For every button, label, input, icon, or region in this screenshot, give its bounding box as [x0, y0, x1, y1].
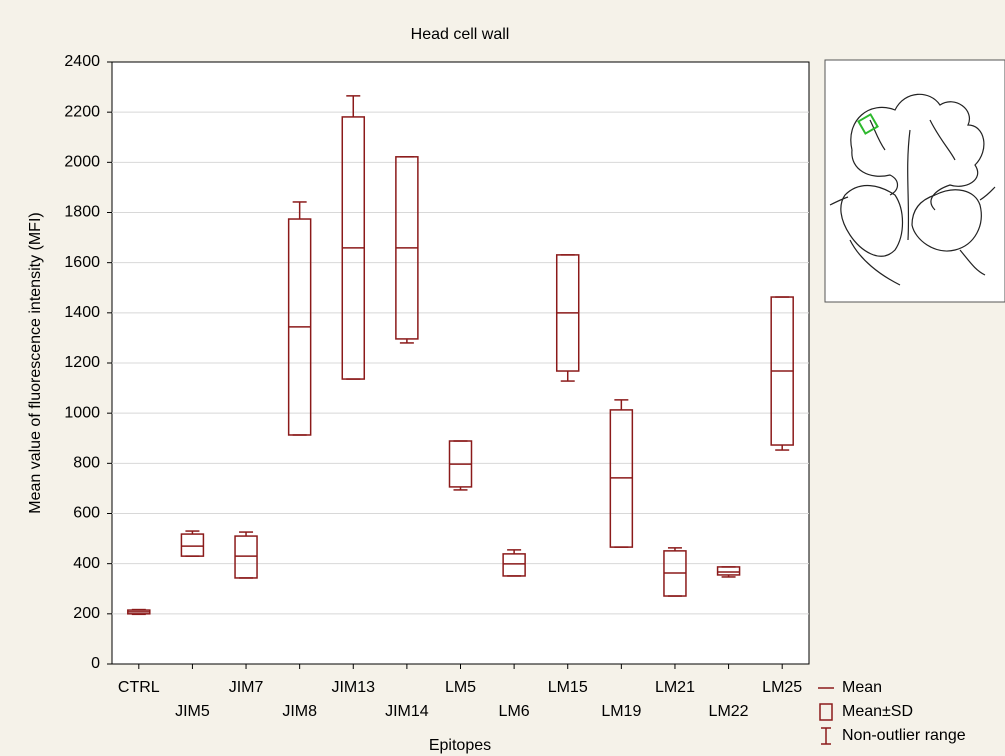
legend-label: Mean	[842, 679, 882, 696]
y-tick-label: 1200	[64, 354, 100, 371]
y-tick-label: 800	[73, 455, 100, 472]
x-tick-label: LM25	[762, 679, 802, 696]
legend-label: Mean±SD	[842, 703, 913, 720]
y-tick-label: 2000	[64, 154, 100, 171]
x-tick-label: JIM13	[331, 679, 375, 696]
y-axis-label: Mean value of fluorescence intensity (MF…	[27, 212, 44, 513]
y-tick-label: 200	[73, 605, 100, 622]
y-tick-label: 400	[73, 555, 100, 572]
x-tick-label: LM6	[499, 703, 530, 720]
chart-title: Head cell wall	[411, 26, 510, 43]
x-tick-label: LM22	[709, 703, 749, 720]
y-tick-label: 1400	[64, 304, 100, 321]
chart: Head cell wall Epitopes Mean value of fl…	[0, 0, 1005, 756]
y-tick-label: 1600	[64, 254, 100, 271]
y-tick-label: 1000	[64, 404, 100, 421]
x-tick-label: LM5	[445, 679, 476, 696]
y-tick-label: 600	[73, 505, 100, 522]
y-tick-label: 0	[91, 655, 100, 672]
legend-label: Non-outlier range	[842, 727, 966, 744]
x-tick-label: JIM5	[175, 703, 210, 720]
x-tick-label: LM19	[601, 703, 641, 720]
inset-sketch	[825, 60, 1005, 302]
x-tick-label: CTRL	[118, 679, 160, 696]
legend-sd-icon	[820, 704, 832, 720]
x-tick-label: JIM14	[385, 703, 429, 720]
x-tick-label: LM15	[548, 679, 588, 696]
y-tick-label: 1800	[64, 204, 100, 221]
x-tick-label: JIM7	[229, 679, 264, 696]
x-axis-label: Epitopes	[429, 737, 491, 754]
y-tick-label: 2200	[64, 103, 100, 120]
legend-range-icon	[821, 728, 831, 744]
y-tick-label: 2400	[64, 53, 100, 70]
x-tick-label: JIM8	[282, 703, 317, 720]
x-tick-label: LM21	[655, 679, 695, 696]
